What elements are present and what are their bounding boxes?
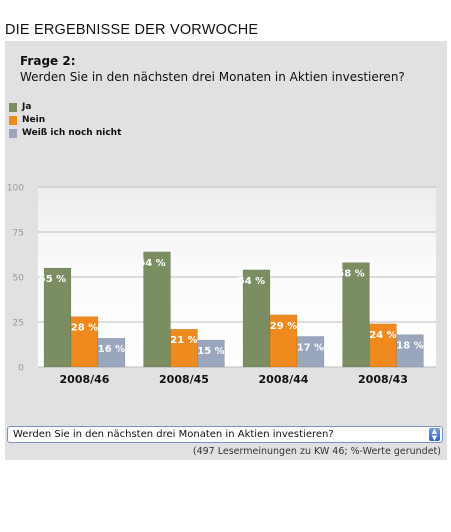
data-label: 28 % [71,323,98,334]
data-label: 16 % [98,344,125,355]
data-label: 54 % [238,276,265,287]
bar [170,328,198,368]
legend-item-weiss-nicht: Weiß ich noch nicht [9,127,121,139]
bar [396,334,424,368]
legend-swatch-weiss-nicht [9,128,17,138]
legend-swatch-ja [9,102,17,112]
question-select[interactable]: Werden Sie in den nächsten drei Monaten … [7,426,443,443]
legend-item-nein: Nein [9,114,121,126]
question-select-value: Werden Sie in den nächsten drei Monaten … [13,429,334,440]
data-label: 29 % [270,321,297,332]
y-tick-label: 75 [13,229,24,239]
bar [70,316,99,368]
x-tick-label: 2008/45 [159,373,209,386]
data-label: 58 % [337,269,364,280]
question-text: Werden Sie in den nächsten drei Monaten … [20,70,405,84]
data-label: 17 % [297,342,324,353]
bar [97,337,126,368]
bar [242,269,271,368]
bar [143,251,171,368]
y-tick-label: 25 [13,319,24,329]
bar [296,336,325,368]
bar [342,262,370,368]
legend-item-ja: Ja [9,101,121,113]
x-tick-label: 2008/43 [358,373,408,386]
y-tick-label: 0 [18,364,24,374]
data-label: 55 % [39,274,66,285]
bar [269,314,298,368]
data-label: 64 % [138,258,165,269]
x-tick-label: 2008/44 [259,373,309,386]
bar [197,339,225,368]
chart-legend: Ja Nein Weiß ich noch nicht [9,101,121,140]
y-tick-label: 100 [7,184,24,194]
data-label: 18 % [396,341,423,352]
poll-panel: Frage 2: Werden Sie in den nächsten drei… [5,41,447,460]
footnote: (497 Lesermeinungen zu KW 46; %-Werte ge… [192,446,441,457]
legend-label-nein: Nein [22,115,46,125]
bar-chart: 0 25 50 75 100 55 % 28 %16 % 2008/46 64 % 21 %15 … [7,184,436,386]
updown-arrows-icon: ▲ ▼ [429,428,440,441]
legend-label-weiss-nicht: Weiß ich noch nicht [22,128,122,138]
legend-swatch-nein [9,115,17,125]
y-tick-label: 50 [13,274,25,284]
bar [43,267,72,368]
page-title: DIE ERGEBNISSE DER VORWOCHE [5,22,259,38]
legend-label-ja: Ja [22,102,32,112]
question-number: Frage 2: [20,54,76,68]
data-label: 21 % [170,335,197,346]
bar [369,323,397,368]
data-label: 15 % [197,346,224,357]
data-label: 24 % [369,330,396,341]
x-tick-label: 2008/46 [60,373,110,386]
